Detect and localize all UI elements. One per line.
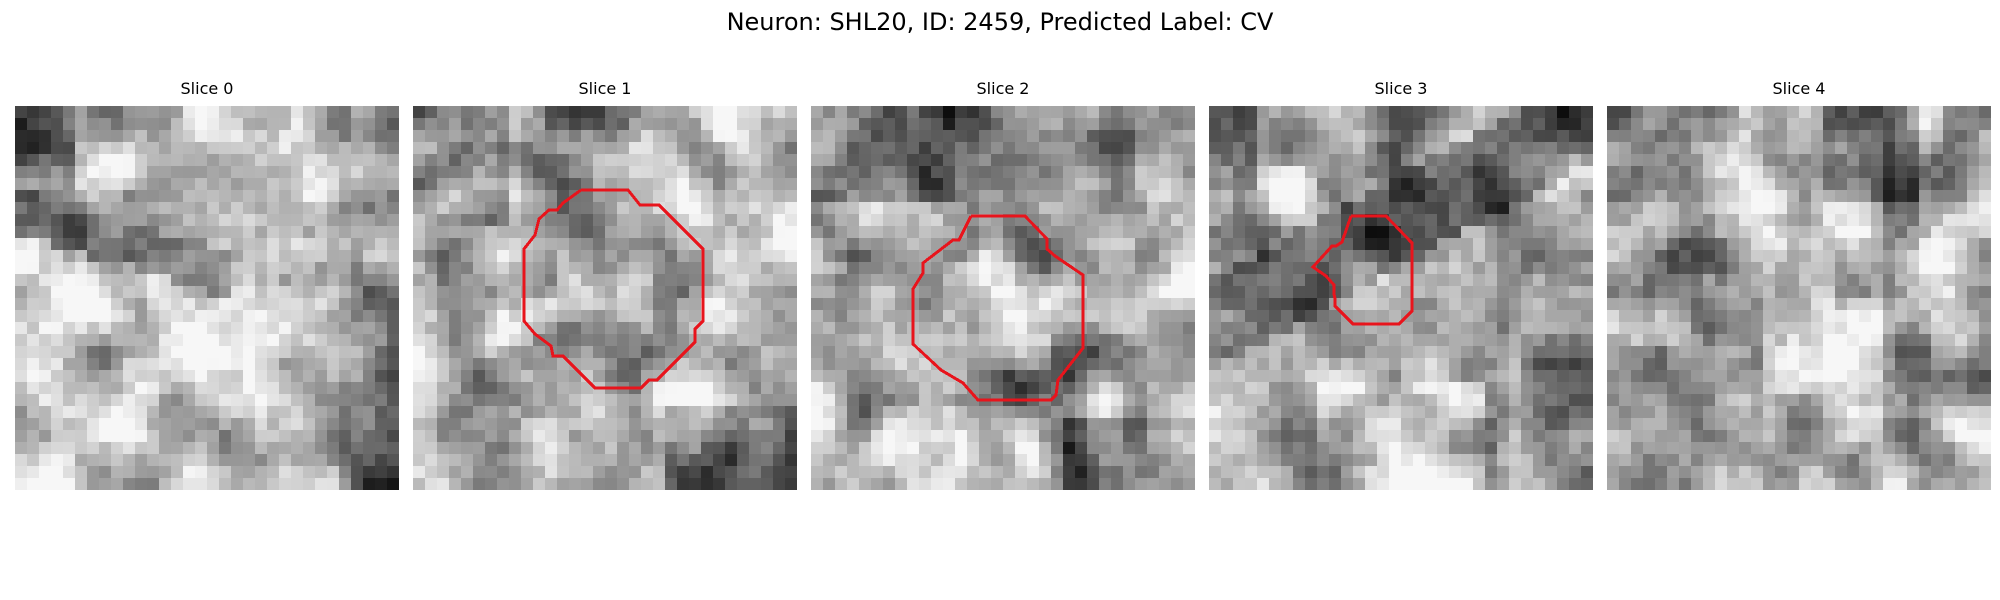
slice-panel-3: Slice 3 bbox=[1209, 79, 1593, 490]
slice-image-4 bbox=[1607, 106, 1991, 490]
slice-title-2: Slice 2 bbox=[976, 79, 1030, 98]
slice-panel-1: Slice 1 bbox=[413, 79, 797, 490]
roi-contour-3 bbox=[1310, 214, 1414, 326]
slice-image-2 bbox=[811, 106, 1195, 490]
slice-title-0: Slice 0 bbox=[180, 79, 234, 98]
slice-image-3 bbox=[1209, 106, 1593, 490]
slice-title-1: Slice 1 bbox=[578, 79, 632, 98]
slice-title-4: Slice 4 bbox=[1772, 79, 1826, 98]
roi-contour-2 bbox=[911, 214, 1085, 402]
slice-image-1 bbox=[413, 106, 797, 490]
slice-image-0 bbox=[15, 106, 399, 490]
roi-contour-1 bbox=[522, 188, 705, 390]
slice-panel-0: Slice 0 bbox=[15, 79, 399, 490]
slice-panel-4: Slice 4 bbox=[1607, 79, 1991, 490]
figure-title: Neuron: SHL20, ID: 2459, Predicted Label… bbox=[726, 8, 1274, 36]
slice-title-3: Slice 3 bbox=[1374, 79, 1428, 98]
slice-panel-2: Slice 2 bbox=[811, 79, 1195, 490]
